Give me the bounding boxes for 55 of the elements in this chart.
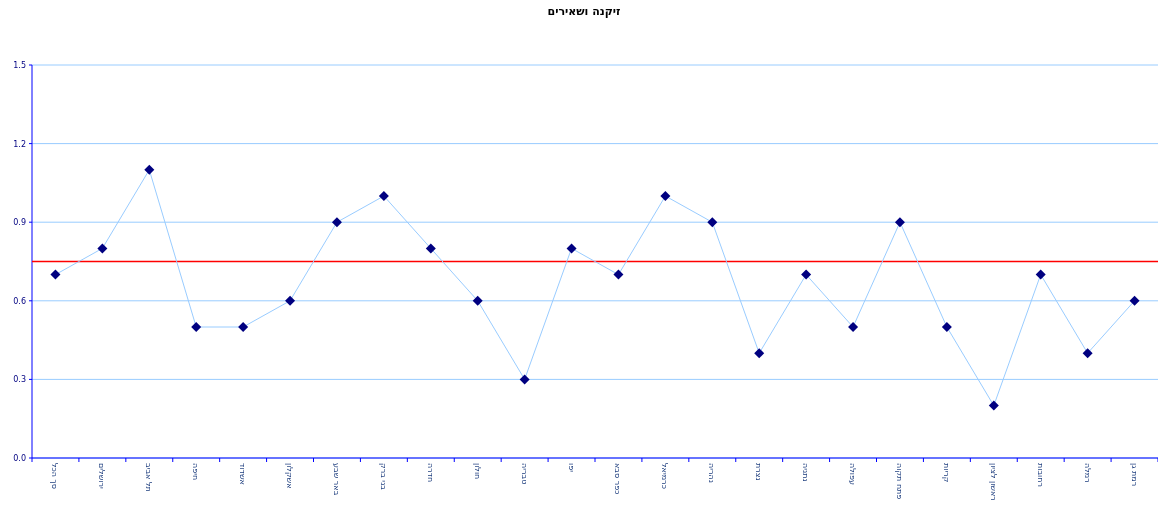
point <box>613 269 624 280</box>
x-tick-label: טבריה <box>519 463 529 485</box>
point <box>801 269 812 280</box>
point <box>97 243 108 254</box>
point <box>707 217 718 228</box>
x-tick-label: נהריה <box>707 463 717 483</box>
x-tick-label: נתניה <box>801 463 811 482</box>
point <box>566 243 577 254</box>
point <box>1035 269 1046 280</box>
y-tick-label: 0.9 <box>13 218 26 228</box>
x-tick-label: קריות <box>941 463 951 483</box>
x-tick-label: ירושלים <box>97 463 107 490</box>
point <box>50 269 61 280</box>
x-tick-label: באר שבע <box>331 463 341 496</box>
point <box>1082 348 1093 359</box>
point <box>941 322 952 332</box>
point <box>191 322 202 332</box>
x-tick-label: רחובות <box>1035 463 1045 487</box>
point <box>988 400 999 411</box>
x-tick-label: רמת גן <box>1129 463 1139 487</box>
point <box>848 322 859 332</box>
x-tick-label: חיפה <box>191 463 201 481</box>
x-tick-label: תל אביב <box>144 463 154 492</box>
x-tick-label: כפר סבא <box>613 463 623 495</box>
y-tick-label: 0.3 <box>13 375 26 385</box>
x-tick-label: אשדוד <box>238 463 248 485</box>
x-tick-label: ראשון לציון <box>988 463 998 501</box>
point <box>472 295 483 306</box>
x-tick-label: רמלה <box>1082 463 1092 483</box>
y-tick-label: 1.5 <box>13 61 26 70</box>
x-tick-label: עפולה <box>848 463 858 485</box>
point <box>331 217 342 228</box>
point <box>1129 295 1140 306</box>
x-tick-label: כרמיאל <box>660 463 670 489</box>
x-tick-label: סך הכל <box>50 463 60 490</box>
point <box>378 191 389 201</box>
point <box>754 348 765 359</box>
x-tick-label: בני ברק <box>378 463 388 491</box>
x-tick-label: נצרת <box>754 463 764 481</box>
point <box>425 243 436 254</box>
point <box>894 217 905 228</box>
y-tick-label: 0.6 <box>13 296 26 306</box>
x-tick-label: חדרה <box>425 463 435 483</box>
point <box>285 295 296 306</box>
x-tick-label: אשקלון <box>285 463 295 489</box>
chart-title: זיקנה ושאירים <box>547 5 621 18</box>
x-tick-label: חולון <box>472 463 482 480</box>
y-tick-label: 0.0 <box>13 454 26 463</box>
point <box>238 322 249 332</box>
x-tick-label: יפו <box>566 463 576 473</box>
point <box>144 164 155 175</box>
point <box>519 374 530 385</box>
x-tick-label: פתח תקוה <box>894 463 904 500</box>
point <box>660 191 671 201</box>
y-tick-label: 1.2 <box>13 139 26 149</box>
